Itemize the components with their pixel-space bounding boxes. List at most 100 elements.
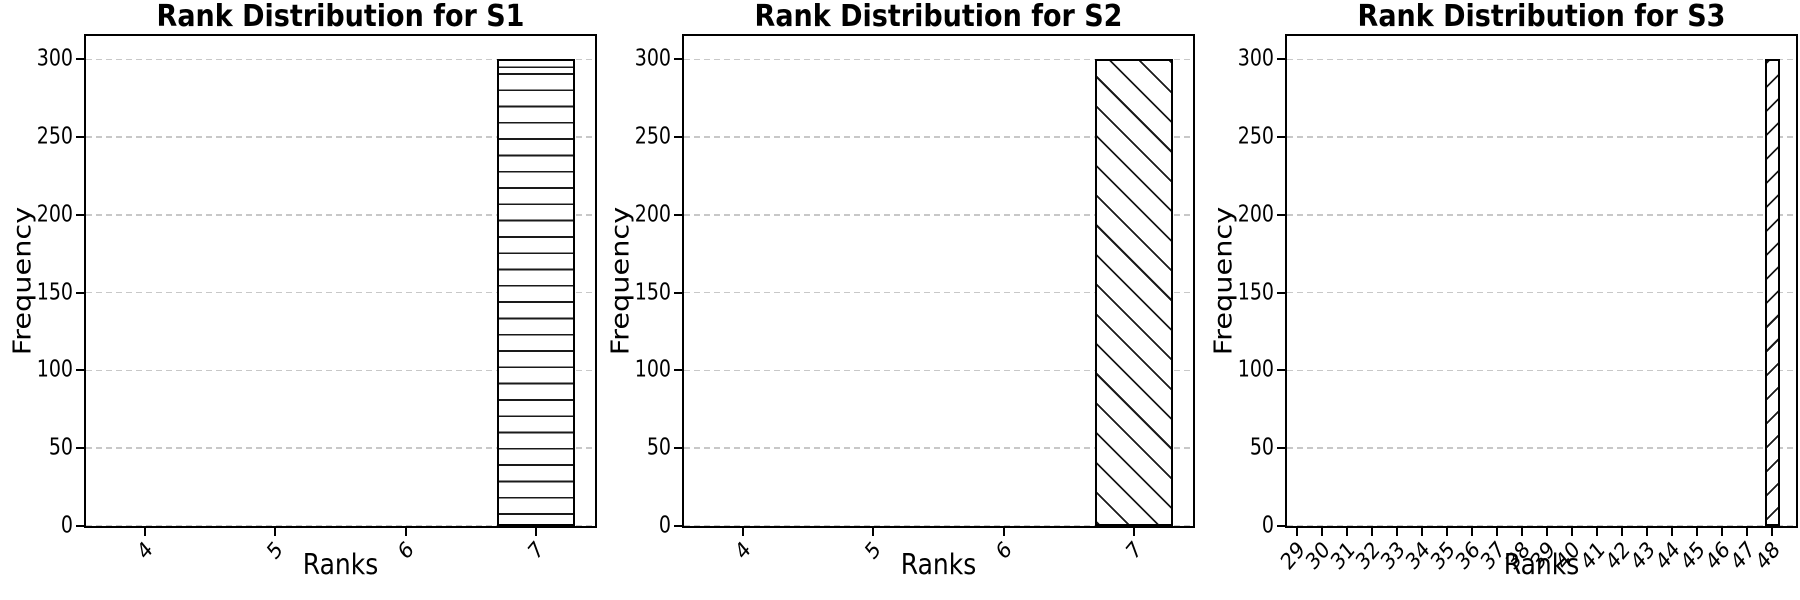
chart-title: Rank Distribution for S3	[1357, 0, 1726, 34]
plot-area: 0 50 100 150 200 250 300 4 5 6 7	[635, 34, 1195, 565]
gridline-y-300	[684, 58, 1193, 61]
gridline-y-150	[1287, 291, 1796, 294]
x-tick-mark	[1346, 528, 1349, 536]
y-tick-label: 250	[36, 123, 73, 150]
gridline-y-0	[86, 524, 595, 526]
chart-panel-s3: Rank Distribution for S3 Frequency 0 50 10…	[1201, 0, 1800, 600]
plot-area: 0 50 100 150 200 250 300 29 30 31 32 33 34 35 36 37 38 39…	[1238, 34, 1798, 575]
x-axis-label: Ranks	[900, 547, 977, 582]
y-tick-label: 50	[48, 434, 73, 461]
gridline-y-0	[684, 524, 1193, 526]
x-tick-mark	[1571, 528, 1574, 536]
y-tick-label: 50	[1249, 434, 1274, 461]
gridline-y-250	[86, 136, 595, 138]
x-axis-label: Ranks	[302, 547, 379, 582]
x-tick-mark	[1596, 528, 1599, 536]
x-tick-mark	[1371, 528, 1374, 536]
x-tick-mark	[1496, 528, 1499, 536]
y-tick-mark	[1277, 447, 1285, 450]
y-tick-label: 150	[36, 278, 73, 306]
y-tick-label: 200	[1237, 201, 1274, 228]
x-tick-mark	[1546, 528, 1549, 536]
y-tick-mark	[674, 213, 682, 216]
x-tick-mark	[1421, 528, 1424, 536]
y-axis-label: Frequency	[605, 206, 635, 356]
gridline-y-150	[86, 291, 595, 294]
y-tick-label: 200	[36, 201, 73, 228]
gridline-y-0	[1287, 524, 1796, 526]
y-tick-mark	[1277, 213, 1285, 216]
chart-panel-s1: Rank Distribution for S1 Frequency 0 50 10…	[0, 0, 599, 600]
gridline-y-200	[86, 214, 595, 216]
bar-rank-48	[1764, 59, 1780, 526]
y-tick-label: 200	[634, 201, 671, 228]
y-tick-label: 250	[634, 123, 671, 150]
y-tick-mark	[1277, 369, 1285, 372]
x-tick-mark	[1396, 528, 1399, 536]
x-tick-mark	[1002, 528, 1005, 536]
y-tick-mark	[76, 213, 84, 216]
x-tick-mark	[1646, 528, 1649, 536]
x-tick-mark	[1446, 528, 1449, 536]
y-tick-label: 300	[1237, 45, 1274, 72]
x-tick-mark	[1321, 528, 1324, 536]
x-tick-mark	[1621, 528, 1624, 536]
y-tick-mark	[76, 136, 84, 139]
y-axis-label: Frequency	[1208, 206, 1238, 356]
y-tick-label: 0	[60, 512, 73, 539]
y-tick-label: 0	[658, 512, 671, 539]
x-tick-mark	[741, 528, 744, 536]
y-tick-mark	[76, 447, 84, 450]
y-tick-mark	[76, 369, 84, 372]
gridline-y-200	[684, 214, 1193, 216]
y-tick-mark	[674, 525, 682, 527]
x-tick-mark	[143, 528, 146, 536]
y-tick-label: 250	[1237, 123, 1274, 150]
y-tick-label: 150	[1237, 278, 1274, 306]
gridline-y-50	[684, 447, 1193, 449]
gridline-y-50	[86, 447, 595, 449]
x-tick-mark	[274, 528, 277, 536]
gridline-y-200	[1287, 214, 1796, 216]
gridline-y-300	[1287, 58, 1796, 61]
y-tick-mark	[674, 369, 682, 372]
chart-title: Rank Distribution for S2	[754, 0, 1123, 34]
y-tick-mark	[76, 58, 84, 61]
gridline-y-300	[86, 58, 595, 61]
gridline-y-100	[86, 369, 595, 372]
x-tick-mark	[1296, 528, 1298, 536]
y-tick-label: 150	[634, 278, 671, 306]
y-tick-mark	[1277, 136, 1285, 139]
y-tick-mark	[1277, 525, 1285, 527]
y-tick-label: 300	[634, 45, 671, 72]
x-tick-mark	[1721, 528, 1724, 536]
y-tick-mark	[674, 447, 682, 450]
plot-area: 0 50 100 150 200 250 300 4 5 6 7	[37, 34, 597, 565]
y-tick-label: 50	[646, 434, 671, 461]
x-tick-mark	[404, 528, 407, 536]
gridline-y-150	[684, 291, 1193, 294]
y-tick-mark	[674, 136, 682, 139]
y-tick-label: 100	[1237, 356, 1274, 384]
y-tick-mark	[1277, 58, 1285, 61]
y-tick-mark	[76, 525, 84, 527]
gridline-y-250	[1287, 136, 1796, 138]
x-tick-mark	[535, 528, 538, 536]
x-tick-mark	[872, 528, 875, 536]
y-axis-label: Frequency	[7, 206, 37, 356]
y-tick-mark	[1277, 291, 1285, 294]
x-tick-mark	[1746, 528, 1749, 536]
chart-title: Rank Distribution for S1	[156, 0, 525, 34]
x-tick-mark	[1696, 528, 1699, 536]
bar-rank-7	[1095, 59, 1174, 526]
gridline-y-100	[1287, 369, 1796, 372]
y-tick-label: 100	[634, 356, 671, 384]
y-tick-label: 300	[36, 45, 73, 72]
x-tick-mark	[1671, 528, 1674, 536]
y-tick-mark	[674, 58, 682, 61]
gridline-y-250	[684, 136, 1193, 138]
gridline-y-50	[1287, 447, 1796, 449]
chart-panel-s2: Rank Distribution for S2 Frequency 0 50 10…	[598, 0, 1197, 600]
x-axis-label: Ranks	[1503, 547, 1580, 582]
y-tick-mark	[76, 291, 84, 294]
